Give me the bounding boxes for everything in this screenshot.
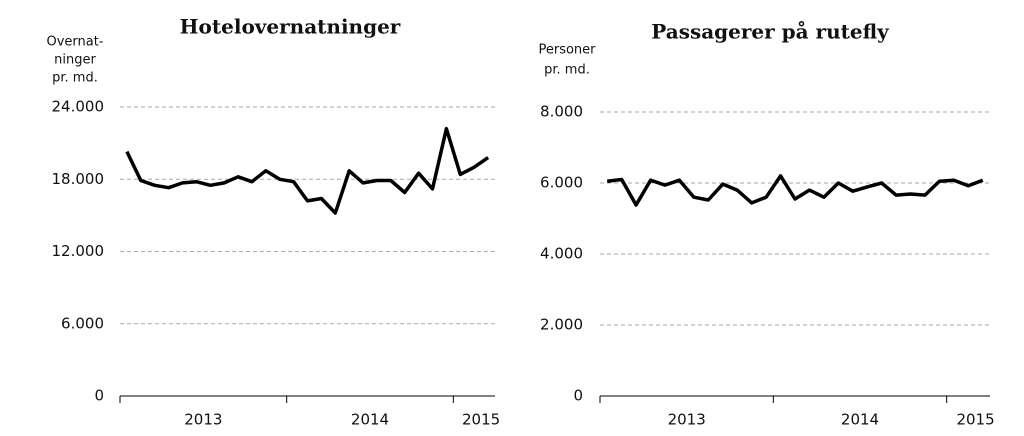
y-tick-label: 6.000 xyxy=(61,314,104,332)
x-tick-label: 2013 xyxy=(184,411,222,429)
y-axis-label: ninger xyxy=(54,53,96,68)
x-tick-label: 2015 xyxy=(462,411,500,429)
y-axis-label: pr. md. xyxy=(52,71,98,86)
line-series xyxy=(125,126,490,215)
y-tick-label: 2.000 xyxy=(540,316,583,334)
y-axis-label: Personer xyxy=(538,43,596,58)
y-axis-label: Overnat- xyxy=(46,35,103,50)
chart-title: Passagerer på rutefly xyxy=(651,20,890,44)
x-tick-label: 2015 xyxy=(956,411,994,429)
y-tick-label: 0 xyxy=(94,387,104,405)
y-tick-label: 8.000 xyxy=(540,103,583,121)
y-axis-label: pr. md. xyxy=(544,63,590,78)
x-tick-label: 2014 xyxy=(351,411,389,429)
y-tick-label: 12.000 xyxy=(52,242,105,260)
y-tick-label: 24.000 xyxy=(52,98,105,116)
y-tick-label: 18.000 xyxy=(52,170,105,188)
x-tick-label: 2014 xyxy=(841,411,879,429)
x-tick-label: 2013 xyxy=(668,411,706,429)
y-tick-label: 6.000 xyxy=(540,174,583,192)
chart-title: Hotelovernatninger xyxy=(180,15,401,39)
y-tick-label: 0 xyxy=(573,387,583,405)
line-series xyxy=(606,174,984,207)
y-tick-label: 4.000 xyxy=(540,245,583,263)
